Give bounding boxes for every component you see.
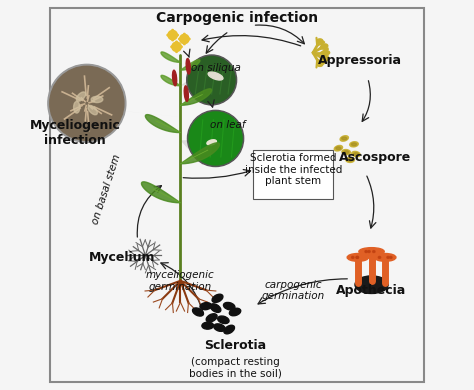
Ellipse shape	[322, 44, 328, 48]
Ellipse shape	[186, 38, 190, 40]
Ellipse shape	[179, 46, 182, 48]
Text: myceliogenic
germination: myceliogenic germination	[146, 270, 215, 292]
Ellipse shape	[173, 70, 177, 86]
Ellipse shape	[368, 250, 370, 253]
Text: Appressoria: Appressoria	[318, 54, 402, 67]
Ellipse shape	[183, 33, 185, 37]
Circle shape	[180, 34, 189, 44]
Ellipse shape	[365, 250, 367, 253]
Polygon shape	[181, 60, 200, 70]
Circle shape	[48, 64, 126, 142]
Polygon shape	[181, 138, 242, 165]
Text: on leaf: on leaf	[210, 120, 245, 130]
Text: Apothecia: Apothecia	[337, 284, 407, 297]
Ellipse shape	[183, 41, 185, 44]
Ellipse shape	[172, 29, 173, 33]
Text: (compact resting
bodies in the soil): (compact resting bodies in the soil)	[189, 356, 282, 378]
Ellipse shape	[88, 105, 97, 115]
Ellipse shape	[359, 248, 384, 255]
Ellipse shape	[171, 46, 174, 48]
Text: Mycelium: Mycelium	[89, 251, 155, 264]
Ellipse shape	[175, 41, 178, 44]
Ellipse shape	[200, 303, 211, 310]
Ellipse shape	[218, 316, 229, 324]
FancyBboxPatch shape	[253, 150, 333, 199]
Ellipse shape	[346, 157, 355, 162]
Ellipse shape	[76, 92, 86, 101]
Ellipse shape	[167, 34, 171, 36]
Ellipse shape	[344, 151, 349, 154]
Ellipse shape	[352, 151, 360, 157]
Ellipse shape	[186, 58, 190, 74]
Ellipse shape	[351, 143, 356, 146]
Circle shape	[189, 112, 242, 165]
Ellipse shape	[347, 158, 353, 161]
Ellipse shape	[214, 324, 225, 332]
Ellipse shape	[208, 72, 223, 80]
Ellipse shape	[229, 308, 241, 316]
Ellipse shape	[223, 302, 235, 310]
Ellipse shape	[212, 294, 223, 303]
Circle shape	[188, 57, 235, 103]
Ellipse shape	[356, 257, 358, 258]
Polygon shape	[181, 80, 235, 86]
Circle shape	[187, 55, 237, 105]
Ellipse shape	[73, 101, 80, 113]
Ellipse shape	[334, 145, 343, 151]
Ellipse shape	[387, 257, 389, 258]
Polygon shape	[146, 115, 181, 133]
Ellipse shape	[224, 325, 235, 334]
Ellipse shape	[207, 140, 217, 145]
Text: on basal stem: on basal stem	[90, 153, 122, 225]
Text: Carpogenic infection: Carpogenic infection	[156, 11, 318, 25]
Polygon shape	[161, 52, 181, 62]
Ellipse shape	[390, 257, 392, 258]
Ellipse shape	[378, 257, 381, 258]
Ellipse shape	[347, 254, 369, 261]
Text: carpogenic
germination: carpogenic germination	[262, 280, 325, 301]
Ellipse shape	[354, 152, 358, 156]
Ellipse shape	[179, 38, 182, 40]
Polygon shape	[181, 143, 219, 164]
Ellipse shape	[336, 147, 341, 149]
Ellipse shape	[340, 136, 348, 141]
Ellipse shape	[192, 308, 203, 316]
Circle shape	[188, 110, 244, 167]
Ellipse shape	[342, 137, 347, 140]
Ellipse shape	[374, 254, 396, 261]
Ellipse shape	[373, 250, 375, 253]
Ellipse shape	[172, 37, 173, 41]
Text: Sclerotia formed
inside the infected
plant stem: Sclerotia formed inside the infected pla…	[245, 153, 342, 186]
Text: Myceliogenic
infection: Myceliogenic infection	[30, 119, 120, 147]
Ellipse shape	[91, 96, 103, 103]
Ellipse shape	[202, 322, 214, 329]
Ellipse shape	[322, 57, 328, 61]
Ellipse shape	[175, 49, 178, 52]
Polygon shape	[181, 89, 211, 105]
Circle shape	[50, 66, 124, 140]
Circle shape	[168, 30, 177, 40]
Ellipse shape	[206, 314, 217, 322]
Ellipse shape	[355, 276, 388, 293]
Text: on siliqua: on siliqua	[191, 63, 240, 73]
Text: Ascospore: Ascospore	[339, 151, 411, 165]
Ellipse shape	[210, 304, 221, 312]
Polygon shape	[142, 182, 181, 203]
Ellipse shape	[317, 62, 323, 66]
Ellipse shape	[350, 142, 358, 147]
Ellipse shape	[175, 34, 178, 36]
Ellipse shape	[342, 149, 350, 155]
Ellipse shape	[317, 39, 323, 43]
Ellipse shape	[184, 86, 188, 101]
Circle shape	[172, 42, 181, 51]
Text: Sclerotia: Sclerotia	[204, 339, 266, 352]
Polygon shape	[161, 75, 181, 86]
Polygon shape	[50, 103, 181, 117]
Ellipse shape	[324, 51, 329, 55]
Ellipse shape	[356, 257, 358, 258]
Ellipse shape	[352, 257, 354, 258]
